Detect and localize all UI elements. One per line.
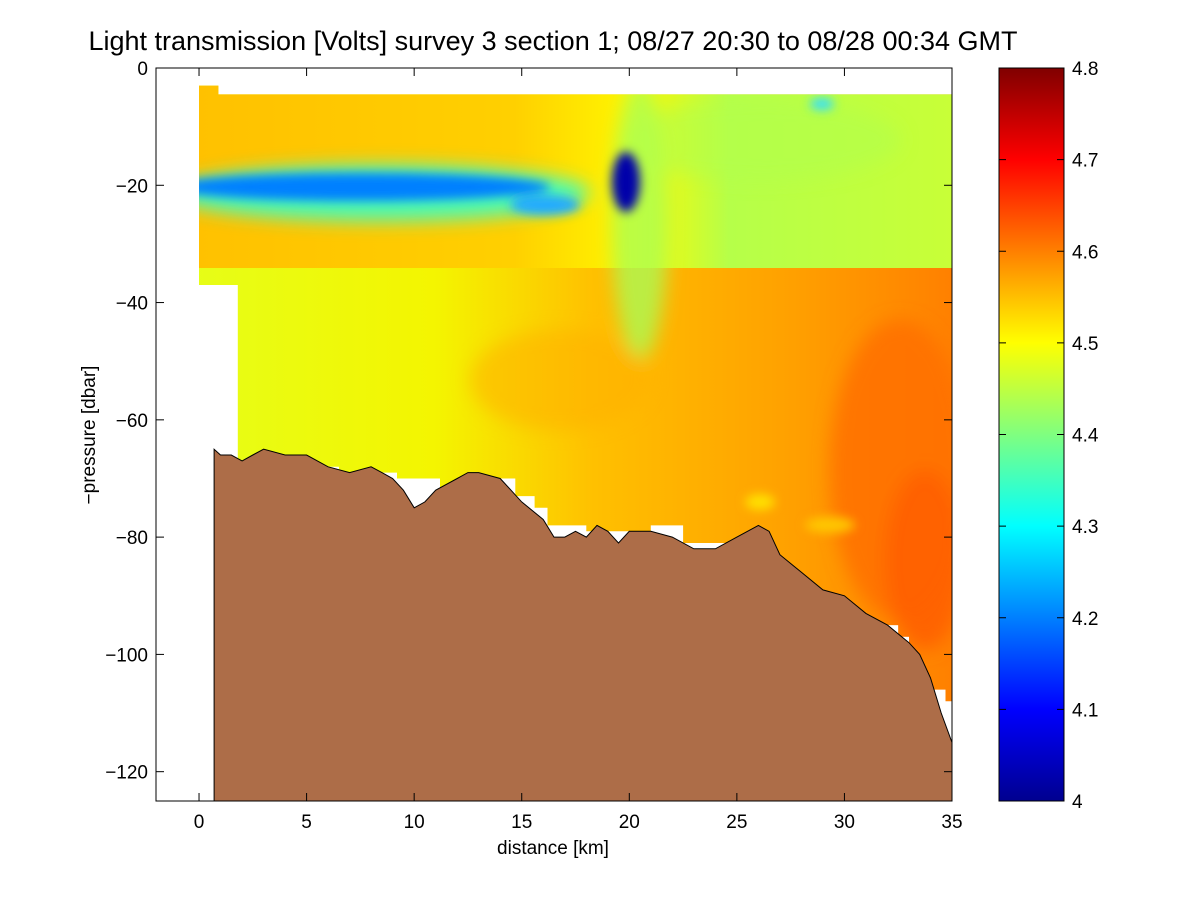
y-tick-label: −40 xyxy=(116,294,148,315)
x-tick-label: 35 xyxy=(941,812,962,833)
chart-title: Light transmission [Volts] survey 3 sect… xyxy=(88,26,1017,56)
x-tick-label: 0 xyxy=(194,812,205,833)
field-orange-core xyxy=(885,470,952,650)
plot-frame xyxy=(155,67,953,802)
y-tick-label: 0 xyxy=(137,59,148,80)
colorbar-tick-label: 4.4 xyxy=(1072,426,1099,447)
colorbar-tick-label: 4.1 xyxy=(1072,700,1098,721)
bathymetry-seafloor xyxy=(213,448,952,801)
y-tick-label: −100 xyxy=(105,645,148,666)
x-tick-label: 20 xyxy=(619,812,640,833)
field-green-east xyxy=(620,100,900,180)
y-tick-label: −20 xyxy=(116,176,148,197)
y-axis-label: −pressure [dbar] xyxy=(79,366,100,505)
field-yellow-spot xyxy=(745,494,775,510)
plot-area xyxy=(199,85,952,801)
field-cyan-spot xyxy=(810,98,834,110)
field-darkblue-patch xyxy=(612,152,640,212)
x-tick-label: 25 xyxy=(726,812,747,833)
x-tick-label: 30 xyxy=(834,812,855,833)
field-blue-tail xyxy=(510,195,580,215)
colorbar-tick-label: 4 xyxy=(1072,792,1083,813)
colorbar-tick-label: 4.6 xyxy=(1072,242,1098,263)
y-axis: 0 −20 −40 −60 −80 −100 −120 xyxy=(105,59,952,784)
field-orange-mid xyxy=(470,330,650,430)
colorbar xyxy=(998,67,1065,802)
y-tick-label: −120 xyxy=(105,763,148,784)
x-axis: 0 5 10 15 20 25 30 35 xyxy=(194,68,963,833)
colorbar-tick-label: 4.7 xyxy=(1072,151,1098,172)
x-axis-label: distance [km] xyxy=(497,838,609,859)
colorbar-tick-label: 4.5 xyxy=(1072,334,1098,355)
y-tick-label: −80 xyxy=(116,528,148,549)
colorbar-tick-label: 4.2 xyxy=(1072,609,1098,630)
field-blue-layer xyxy=(199,173,550,201)
field-yellow-spot-2 xyxy=(805,517,855,533)
x-tick-label: 10 xyxy=(404,812,425,833)
x-tick-label: 5 xyxy=(301,812,312,833)
x-tick-label: 15 xyxy=(511,812,532,833)
colorbar-tick-label: 4.3 xyxy=(1072,517,1098,538)
colorbar-tick-label: 4.8 xyxy=(1072,59,1098,80)
y-tick-label: −60 xyxy=(116,411,148,432)
transmission-field xyxy=(199,85,952,702)
colorbar-axis: 4 4.1 4.2 4.3 4.4 4.5 4.6 4.7 4.8 xyxy=(999,59,1099,813)
